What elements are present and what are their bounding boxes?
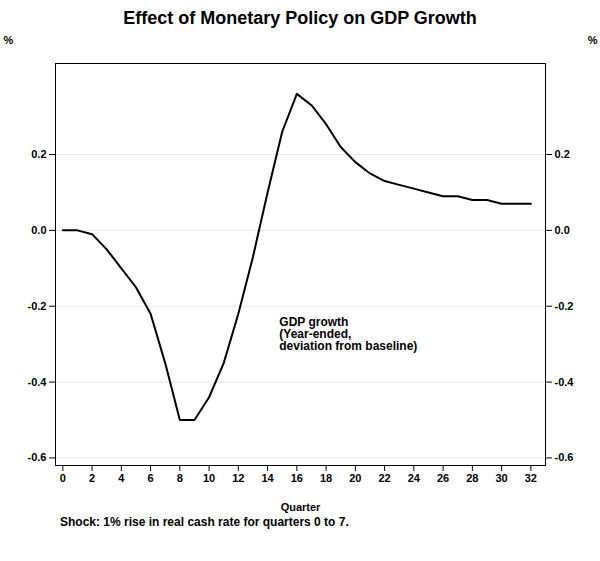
- svg-text:4: 4: [118, 472, 125, 484]
- svg-text:-0.4: -0.4: [555, 376, 575, 388]
- svg-text:-0.4: -0.4: [28, 376, 48, 388]
- svg-text:28: 28: [466, 472, 478, 484]
- svg-text:-0.2: -0.2: [555, 300, 574, 312]
- svg-text:-0.2: -0.2: [28, 300, 47, 312]
- svg-text:%: %: [588, 34, 598, 46]
- svg-text:2: 2: [89, 472, 95, 484]
- svg-text:0.2: 0.2: [31, 148, 46, 160]
- svg-text:6: 6: [148, 472, 154, 484]
- svg-text:-0.6: -0.6: [28, 451, 47, 463]
- svg-text:18: 18: [320, 472, 332, 484]
- svg-text:10: 10: [203, 472, 215, 484]
- svg-text:8: 8: [177, 472, 183, 484]
- svg-text:Quarter: Quarter: [281, 501, 321, 513]
- html-text:Effect of Monetary Policy on G: Effect of Monetary Policy on GDP Growth: [123, 8, 477, 28]
- svg-text:16: 16: [291, 472, 303, 484]
- svg-text:0.0: 0.0: [31, 224, 46, 236]
- svg-text:20: 20: [349, 472, 361, 484]
- svg-text:22: 22: [378, 472, 390, 484]
- svg-text:32: 32: [525, 472, 537, 484]
- svg-text:26: 26: [437, 472, 449, 484]
- svg-text:-0.6: -0.6: [555, 451, 574, 463]
- svg-text:0.2: 0.2: [555, 148, 570, 160]
- svg-text:%: %: [4, 34, 14, 46]
- svg-text:GDP growth(Year-ended,deviatio: GDP growth(Year-ended,deviation from bas…: [279, 315, 417, 353]
- svg-text:30: 30: [495, 472, 507, 484]
- svg-text:12: 12: [232, 472, 244, 484]
- svg-text:0.0: 0.0: [555, 224, 570, 236]
- svg-text:14: 14: [261, 472, 274, 484]
- svg-text:24: 24: [408, 472, 421, 484]
- html-text:Shock: 1% rise in real cash ra: Shock: 1% rise in real cash rate for qua…: [60, 515, 349, 529]
- svg-text:0: 0: [60, 472, 66, 484]
